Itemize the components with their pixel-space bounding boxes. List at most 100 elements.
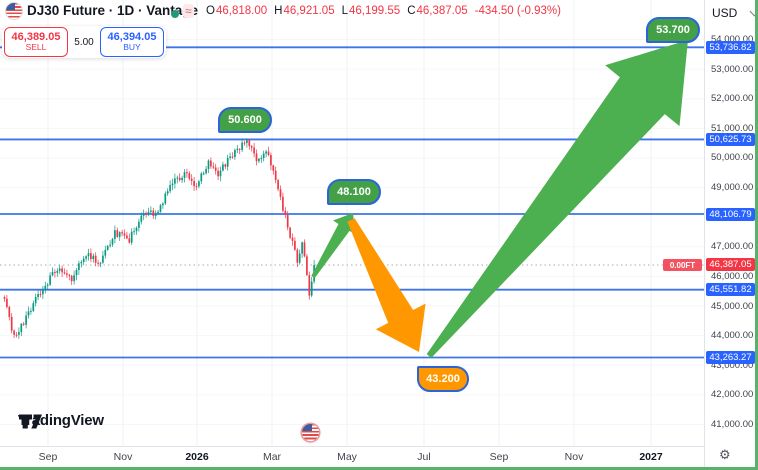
time-tick: Sep — [489, 451, 509, 463]
candle-body — [207, 160, 210, 169]
candle-body — [138, 221, 140, 228]
candle-body — [150, 210, 152, 212]
candle-body — [34, 297, 37, 304]
peak-label[interactable]: 50.600 — [218, 107, 272, 133]
gear-icon[interactable]: ⚙ — [719, 447, 731, 462]
target-up-label[interactable]: 53.700 — [646, 17, 700, 43]
candle-body — [102, 255, 104, 263]
candle-body — [193, 180, 195, 187]
candle-body — [106, 245, 109, 250]
spread-value: 5.00 — [74, 36, 94, 48]
candle-body — [202, 173, 205, 175]
candle-body — [231, 156, 234, 158]
candle-body — [140, 215, 143, 222]
price-tick: 43,000.00 — [711, 359, 754, 371]
candle-body — [186, 172, 188, 174]
open-label: O — [206, 5, 215, 17]
candle-body — [70, 275, 73, 282]
candle-body — [178, 177, 181, 181]
candle-body — [116, 230, 119, 237]
ohlc-values: O46,818.00 H46,921.05 L46,199.55 C46,387… — [206, 5, 561, 17]
candle-body — [51, 271, 54, 276]
candle-body — [157, 211, 159, 214]
candle-body — [63, 272, 66, 274]
time-tick: 2027 — [639, 451, 663, 463]
order-panel: 46,389.05 SELL 5.00 46,394.05 BUY — [2, 26, 166, 58]
bar-countdown-badge: 0.00FT — [663, 259, 702, 271]
candle-body — [241, 142, 243, 150]
candle-body — [20, 323, 23, 333]
candle-body — [236, 148, 239, 150]
candle-body — [296, 249, 299, 263]
candle-body — [229, 156, 231, 158]
sell-price: 46,389.05 — [11, 31, 61, 44]
screenshot-border-right — [755, 0, 758, 470]
candle-body — [133, 231, 135, 233]
candle-body — [181, 177, 183, 181]
time-tick: Sep — [38, 451, 58, 463]
candle-body — [219, 170, 222, 177]
candle-body — [188, 173, 191, 179]
candle-body — [94, 255, 97, 263]
candle-body — [142, 212, 145, 216]
breakout-label[interactable]: 48.100 — [327, 179, 381, 205]
candle-body — [25, 315, 27, 325]
candle-body — [3, 297, 6, 299]
buy-button[interactable]: 46,394.05 BUY — [100, 27, 164, 57]
candle-body — [109, 244, 111, 246]
candle-body — [152, 210, 155, 216]
candle-body — [135, 227, 138, 232]
target-down-label[interactable]: 43.200 — [417, 366, 469, 392]
us-flag-icon — [6, 3, 22, 19]
close-label: C — [407, 5, 416, 17]
chart-canvas[interactable] — [0, 0, 705, 446]
candle-body — [198, 181, 200, 187]
candle-body — [166, 191, 169, 194]
price-level-label: 48,106.79 — [706, 207, 755, 221]
candle-body — [87, 253, 90, 257]
candle-body — [49, 275, 51, 285]
candle-body — [80, 261, 83, 264]
sell-button[interactable]: 46,389.05 SELL — [4, 27, 68, 57]
time-axis[interactable]: Sep Nov 2026 Mar May Jul Sep Nov 2027 — [0, 446, 704, 468]
price-tick: 44,000.00 — [711, 330, 754, 342]
price-level-label: 50,625.73 — [706, 132, 755, 146]
drawing-arrows[interactable] — [311, 40, 688, 358]
candle-body — [224, 164, 227, 167]
big-up-arrow[interactable] — [426, 40, 688, 358]
candle-body — [248, 140, 251, 147]
candle-body — [282, 196, 284, 211]
screenshot-border-bottom — [0, 467, 758, 470]
candle-body — [97, 262, 99, 264]
small-up-arrow[interactable] — [311, 213, 355, 279]
close-value: 46,387.05 — [416, 5, 468, 17]
price-axis[interactable]: USD 54,000.00 53,000.00 52,000.00 51,000.00… — [704, 0, 758, 470]
candle-body — [238, 148, 241, 150]
candle-body — [147, 211, 150, 214]
candle-body — [286, 215, 289, 228]
candle-body — [27, 311, 30, 316]
time-tick: Jul — [417, 451, 431, 463]
candle-body — [58, 268, 61, 271]
candle-body — [294, 240, 296, 250]
currency-selector[interactable]: USD — [712, 6, 758, 20]
candle-body — [217, 170, 219, 177]
candle-body — [75, 270, 78, 276]
candle-body — [159, 205, 162, 212]
candle-body — [164, 193, 167, 204]
high-value: 46,921.05 — [283, 5, 335, 17]
price-tick: 45,000.00 — [711, 300, 754, 312]
candle-body — [260, 158, 263, 160]
candle-body — [92, 255, 95, 260]
price-tick: 52,000.00 — [711, 93, 754, 105]
market-open-dot-icon — [171, 10, 179, 18]
candle-body — [214, 167, 217, 171]
down-arrow[interactable] — [347, 218, 426, 352]
candle-body — [46, 284, 49, 286]
tradingview-watermark: TradingView — [18, 412, 104, 429]
candle-body — [265, 151, 267, 154]
symbol-title[interactable]: DJ30 Future · 1D · Vantage — [27, 3, 199, 18]
candle-body — [310, 281, 313, 296]
candle-body — [123, 233, 126, 236]
buy-label: BUY — [123, 42, 141, 53]
